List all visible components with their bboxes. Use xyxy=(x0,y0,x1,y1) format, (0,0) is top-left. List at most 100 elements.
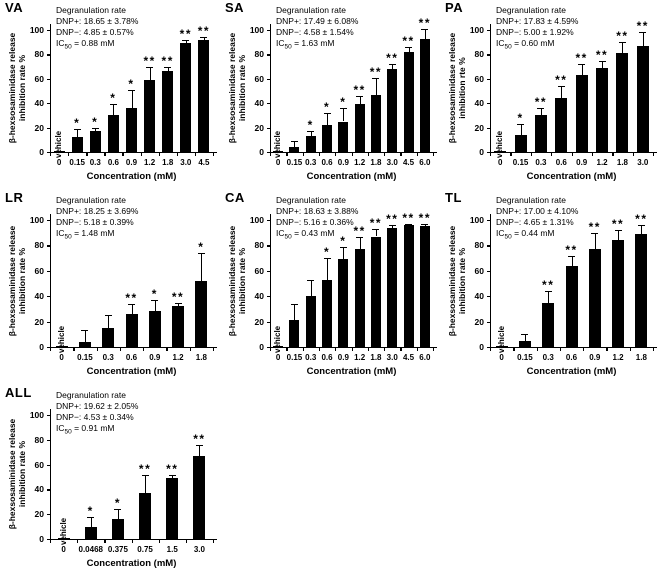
error-bar xyxy=(327,112,329,126)
y-tick xyxy=(487,103,490,105)
annotation-dnp-plus: DNP+: 17.49 ± 6.08% xyxy=(276,16,359,26)
significance-stars: * xyxy=(307,118,314,133)
x-tick-label: 0 xyxy=(59,353,64,362)
panel-title: SA xyxy=(225,0,245,15)
panel-title: TL xyxy=(445,190,462,205)
x-tick-label: 1.2 xyxy=(144,158,156,167)
x-tick-label: 1.2 xyxy=(596,158,608,167)
significance-stars: * xyxy=(323,99,331,114)
error-bar xyxy=(641,225,643,234)
ic50-prefix: IC xyxy=(276,228,285,238)
x-tick-label: 0.15 xyxy=(517,353,533,362)
x-tick-label: 0.3 xyxy=(305,158,317,167)
error-bar xyxy=(84,330,86,342)
error-bar-cap xyxy=(195,444,203,446)
x-tick xyxy=(416,348,418,351)
y-tick-label: 100 xyxy=(469,25,484,35)
significance-stars: ** xyxy=(193,431,206,446)
error-bar-cap xyxy=(164,66,172,68)
x-tick xyxy=(286,153,288,156)
significance-stars: ** xyxy=(402,210,415,225)
x-tick xyxy=(158,540,160,543)
significance-stars: * xyxy=(151,287,158,301)
error-bar xyxy=(343,246,345,260)
y-tick xyxy=(47,321,50,323)
y-axis-label: β-hexsosaminidase release inhibition rate… xyxy=(7,206,27,356)
error-bar xyxy=(203,37,205,40)
bar-1.2mM xyxy=(144,80,156,152)
error-bar xyxy=(185,39,187,44)
x-tick xyxy=(104,540,106,543)
y-tick-label: 100 xyxy=(29,410,44,420)
y-tick-label: 60 xyxy=(34,265,44,276)
error-bar xyxy=(154,300,156,312)
annotation-dnp-plus: DNP+: 17.00 ± 4.10% xyxy=(496,206,579,216)
error-bar xyxy=(149,66,151,80)
error-bar-cap xyxy=(568,255,575,257)
error-bar-cap xyxy=(290,303,298,305)
y-tick-label: 40 xyxy=(254,98,264,109)
x-tick xyxy=(583,348,585,351)
error-bar-cap xyxy=(197,253,205,255)
bar-6.0mM xyxy=(419,226,430,347)
ic50-subscript: 50 xyxy=(284,233,292,241)
annotation-dnp-minus: DNP−: 4.85 ± 0.57% xyxy=(56,27,134,37)
x-axis-label: Concentration (mM) xyxy=(306,366,397,377)
annotation-dnp-minus: DNP−: 5.18 ± 0.39% xyxy=(56,217,134,227)
annotation-block: Degranulation rate DNP+: 18.25 ± 3.69% DNP… xyxy=(56,195,138,243)
bar-0.9mM xyxy=(338,121,349,152)
x-tick xyxy=(302,348,304,351)
bar-0mM xyxy=(53,151,65,152)
error-bar-cap xyxy=(128,303,135,305)
bar-0.3mM xyxy=(542,302,555,347)
x-tick-label: 0.6 xyxy=(321,353,333,362)
x-tick xyxy=(653,348,655,351)
significance-stars: ** xyxy=(353,82,366,97)
annotation-dnp-minus: DNP−: 4.53 ± 0.34% xyxy=(56,412,134,422)
y-tick-label: 20 xyxy=(34,316,44,327)
y-tick-label: 40 xyxy=(474,291,484,302)
significance-stars: ** xyxy=(595,47,609,62)
x-tick-label: 3.0 xyxy=(637,158,649,167)
vehicle-label: vehicle xyxy=(273,130,283,158)
ic50-value: = 0.44 mM xyxy=(511,228,555,238)
y-tick xyxy=(47,415,50,417)
x-tick xyxy=(104,153,106,156)
error-bar xyxy=(201,253,203,281)
panel-PA: PA β-hexsosaminidase release inhibition rt… xyxy=(440,0,660,190)
bar-0.3mM xyxy=(534,115,547,152)
x-tick-label: 1.2 xyxy=(612,353,624,362)
error-bar xyxy=(343,108,345,122)
error-bar-cap xyxy=(73,128,81,130)
significance-stars: ** xyxy=(555,73,568,88)
x-tick xyxy=(213,153,215,156)
x-tick xyxy=(318,153,321,156)
y-tick-label: 100 xyxy=(249,215,264,225)
y-tick xyxy=(487,78,490,81)
x-tick xyxy=(400,348,402,351)
y-tick-label: 0 xyxy=(259,147,264,157)
bar-0.3mM xyxy=(305,296,316,347)
error-bar xyxy=(131,303,133,314)
y-tick xyxy=(487,245,490,247)
error-bar xyxy=(642,32,644,46)
error-bar xyxy=(113,104,115,116)
bar-1.2mM xyxy=(596,67,609,152)
ic50-subscript: 50 xyxy=(284,43,292,51)
y-axis-label-line1: β-hexsosaminidase release xyxy=(7,225,17,336)
panel-LR: LR β-hexsosaminidase release inhibition ra… xyxy=(0,190,220,385)
x-tick xyxy=(194,153,197,156)
error-bar-cap xyxy=(421,28,429,30)
significance-stars: ** xyxy=(171,289,185,304)
y-tick xyxy=(267,321,270,323)
y-tick xyxy=(47,439,50,442)
bar-0.15mM xyxy=(71,137,83,152)
y-tick xyxy=(487,296,490,298)
vehicle-label: vehicle xyxy=(58,517,68,545)
ic50-value: = 0.91 mM xyxy=(71,423,115,433)
error-bar-cap xyxy=(91,127,99,129)
significance-stars: ** xyxy=(588,219,601,234)
annotation-ic50: IC50 = 0.44 mM xyxy=(496,228,578,243)
panel-CA: CA β-hexsosaminidase release inhibition ra… xyxy=(220,190,440,385)
significance-stars: * xyxy=(323,245,331,260)
